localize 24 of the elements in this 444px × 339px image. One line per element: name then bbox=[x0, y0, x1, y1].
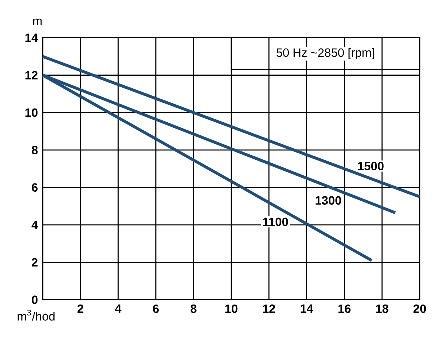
y-tick-label: 0 bbox=[32, 296, 38, 304]
x-tick-label: 12 bbox=[263, 304, 276, 314]
y-tick-label: 10 bbox=[26, 108, 38, 118]
x-tick-label: 2 bbox=[78, 304, 84, 314]
x-tick-label: 14 bbox=[300, 304, 314, 313]
x-axis-title: m$^{3}$/hod bbox=[18, 310, 55, 321]
y-tick-label: 8 bbox=[32, 146, 38, 155]
series-label: 1500 bbox=[358, 162, 384, 171]
x-tick-label: 8 bbox=[190, 304, 197, 314]
y-tick-label: 12 bbox=[26, 71, 38, 80]
x-tick-label: 18 bbox=[376, 304, 389, 314]
x-tick-label: 10 bbox=[226, 304, 238, 314]
x-tick-label: 4 bbox=[115, 304, 122, 313]
series-label: 1300 bbox=[316, 196, 342, 205]
y-tick-label: 6 bbox=[32, 183, 38, 192]
y-tick-label: 14 bbox=[26, 34, 38, 42]
y-tick-label: 2 bbox=[32, 258, 38, 267]
x-tick-label: 20 bbox=[414, 304, 426, 314]
y-tick-label: 4 bbox=[32, 221, 38, 230]
series-label: 1100 bbox=[263, 218, 288, 226]
text: 50 Hz ~2850 [rpm] bbox=[276, 48, 374, 60]
y-axis-title: m bbox=[33, 18, 42, 26]
x-tick-label: 16 bbox=[338, 304, 351, 314]
x-tick-label: 6 bbox=[153, 304, 159, 314]
